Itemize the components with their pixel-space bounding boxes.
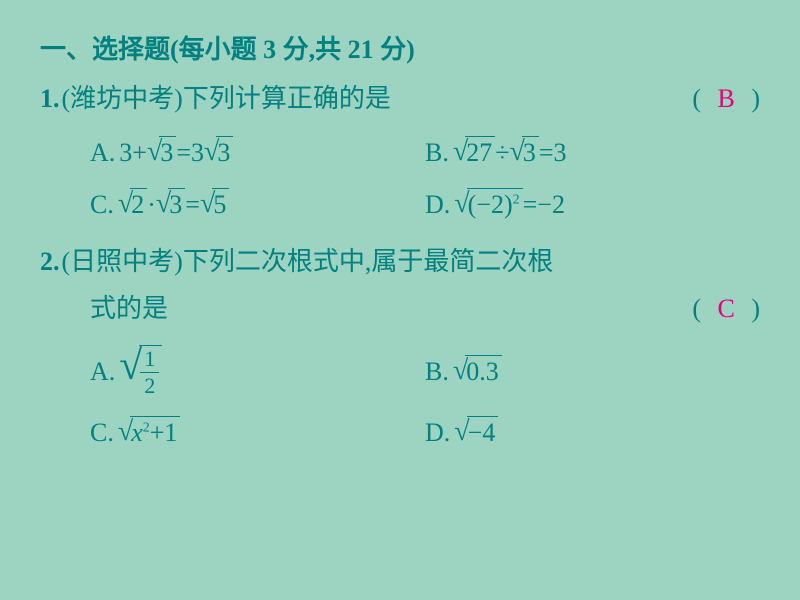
q1-option-a: A. 3+ √3 =3 √3	[90, 126, 425, 178]
text: 3+	[119, 133, 147, 172]
superscript: 2	[143, 420, 150, 435]
paren-open: (	[692, 84, 701, 113]
q2-answer: C	[707, 294, 744, 323]
option-label: B.	[425, 133, 449, 172]
text: =−2	[523, 185, 565, 224]
radical-icon: √	[453, 138, 468, 166]
sqrt: √2	[118, 188, 147, 220]
q2-a-expr: √ 1 2	[119, 345, 162, 397]
sqrt: √3	[156, 188, 185, 220]
radical-icon: √	[510, 138, 525, 166]
option-label: C.	[90, 413, 114, 452]
radical-icon: √	[156, 190, 171, 218]
q1-options: A. 3+ √3 =3 √3 B. √27 ÷ √3 =3 C. √2 · √3	[90, 126, 760, 230]
option-label: A.	[90, 133, 115, 172]
q1-stem: (潍坊中考)下列计算正确的是	[62, 79, 693, 118]
radical-icon: √	[200, 190, 215, 218]
q1-answer-group: ( B )	[692, 79, 760, 118]
text: =	[185, 185, 200, 224]
q2-stem-line2: 式的是 ( C )	[90, 289, 760, 328]
paren-open: (	[692, 294, 701, 323]
sqrt: √5	[200, 188, 229, 220]
sqrt: √−4	[454, 416, 498, 448]
sqrt: √x2+1	[118, 416, 181, 448]
question-2: 2. (日照中考)下列二次根式中,属于最简二次根	[40, 242, 760, 281]
q1-answer: B	[707, 84, 744, 113]
q2-option-b: B. √0.3	[425, 336, 760, 406]
q2-options: A. √ 1 2 B. √0.3 C.	[90, 336, 760, 458]
q1-option-d: D. √(−2)2 =−2	[425, 178, 760, 230]
q1-option-c: C. √2 · √3 = √5	[90, 178, 425, 230]
q1-a-expr: 3+ √3 =3 √3	[119, 133, 233, 172]
superscript: 2	[513, 192, 520, 207]
denominator: 2	[140, 372, 159, 397]
q2-stem-line1: (日照中考)下列二次根式中,属于最简二次根	[62, 242, 761, 281]
exam-page: 一、选择题(每小题 3 分,共 21 分) 1. (潍坊中考)下列计算正确的是 …	[0, 0, 800, 500]
section-heading: 一、选择题(每小题 3 分,共 21 分)	[40, 30, 760, 69]
q2-d-expr: √−4	[454, 416, 498, 448]
q1-source: (潍坊中考)	[62, 84, 183, 113]
radicand: (−2)2	[467, 188, 523, 220]
question-1: 1. (潍坊中考)下列计算正确的是 ( B )	[40, 79, 760, 118]
radical-icon: √	[453, 357, 468, 385]
radicand: 27	[465, 136, 495, 168]
radicand: x2+1	[130, 416, 180, 448]
sqrt: √0.3	[453, 355, 502, 387]
text: +1	[150, 418, 178, 447]
option-label: D.	[425, 185, 450, 224]
radicand: 0.3	[465, 355, 502, 387]
q1-number: 1.	[40, 79, 60, 118]
q2-option-c: C. √x2+1	[90, 406, 425, 458]
sqrt: √3	[204, 136, 233, 168]
option-label: B.	[425, 352, 449, 391]
q2-source: (日照中考)	[62, 247, 183, 276]
q2-stem-text: 下列二次根式中,属于最简二次根	[183, 247, 554, 276]
fraction: 1 2	[140, 348, 159, 397]
q1-c-expr: √2 · √3 = √5	[118, 185, 229, 224]
radicand: 1 2	[139, 345, 162, 397]
option-label: A.	[90, 352, 115, 391]
sqrt: √3	[510, 136, 539, 168]
radical-icon: √	[204, 138, 219, 166]
radical-icon: √	[118, 418, 133, 446]
q1-stem-text: 下列计算正确的是	[183, 84, 391, 113]
sqrt: √27	[453, 136, 495, 168]
option-label: C.	[90, 185, 114, 224]
spacer	[168, 289, 692, 328]
radical-icon: √	[454, 190, 469, 218]
q1-b-expr: √27 ÷ √3 =3	[453, 133, 567, 172]
radical-icon: √	[118, 190, 133, 218]
q2-answer-group: ( C )	[692, 289, 760, 328]
q2-option-a: A. √ 1 2	[90, 336, 425, 406]
paren-close: )	[751, 294, 760, 323]
q2-b-expr: √0.3	[453, 355, 502, 387]
text: ·	[147, 185, 156, 224]
radical-icon: √	[119, 345, 142, 387]
sqrt: √3	[147, 136, 176, 168]
option-label: D.	[425, 413, 450, 452]
text: =3	[539, 133, 567, 172]
text: =3	[176, 133, 204, 172]
text: (−2)	[468, 190, 513, 219]
text: ÷	[495, 133, 509, 172]
q1-option-b: B. √27 ÷ √3 =3	[425, 126, 760, 178]
paren-close: )	[751, 84, 760, 113]
q2-c-expr: √x2+1	[118, 416, 181, 448]
sqrt: √ 1 2	[119, 345, 162, 397]
radical-icon: √	[454, 418, 469, 446]
q2-option-d: D. √−4	[425, 406, 760, 458]
q2-number: 2.	[40, 242, 60, 281]
radicand: −4	[467, 416, 499, 448]
q1-d-expr: √(−2)2 =−2	[454, 185, 565, 224]
q2-stem2: 式的是	[90, 289, 168, 328]
numerator: 1	[140, 348, 159, 372]
sqrt: √(−2)2	[454, 188, 522, 220]
radical-icon: √	[147, 138, 162, 166]
